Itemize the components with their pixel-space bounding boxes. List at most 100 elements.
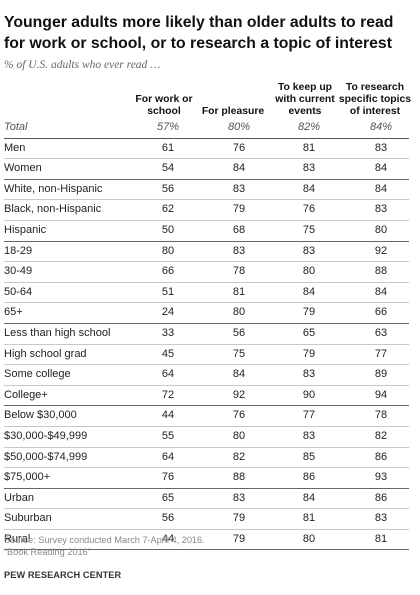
column-header-line: of interest	[349, 106, 401, 117]
column-header-line: To research	[345, 82, 405, 93]
table-row: College+ 72 92 90 94	[4, 386, 409, 407]
data-value: 56	[161, 182, 175, 195]
data-value: 88	[374, 265, 388, 278]
data-value: 86	[374, 491, 388, 504]
column-header-line: To keep up	[277, 82, 333, 93]
table-row: White, non-Hispanic 56 83 84 84	[4, 180, 409, 201]
row-label: $75,000+	[4, 471, 51, 484]
data-value: 79	[232, 532, 246, 545]
data-value: 76	[161, 471, 175, 484]
table-row: 65+ 24 80 79 66	[4, 303, 409, 324]
table-row: Suburban 56 79 81 83	[4, 509, 409, 530]
data-value: 84	[302, 285, 316, 298]
data-value: 82%	[297, 121, 321, 133]
table-row: Some college 64 84 83 89	[4, 365, 409, 386]
row-label: 65+	[4, 306, 23, 319]
source-note: Source: Survey conducted March 7-April 4…	[4, 535, 205, 545]
data-value: 83	[302, 368, 316, 381]
data-value: 76	[302, 203, 316, 216]
data-value: 80	[302, 532, 316, 545]
data-value: 79	[302, 347, 316, 360]
column-header-line: events	[288, 106, 322, 117]
row-label: Urban	[4, 491, 34, 504]
row-label: Below $30,000	[4, 409, 77, 422]
row-label: 18-29	[4, 244, 33, 257]
data-value: 79	[302, 306, 316, 319]
data-value: 54	[161, 162, 175, 175]
data-value: 92	[232, 388, 246, 401]
row-label: Hispanic	[4, 223, 47, 236]
data-value: 51	[161, 285, 175, 298]
row-label: 30-49	[4, 265, 33, 278]
data-value: 78	[374, 409, 388, 422]
data-value: 81	[374, 532, 388, 545]
data-value: 84	[232, 162, 246, 175]
data-value: 81	[232, 285, 246, 298]
table-row: $30,000-$49,999 55 80 83 82	[4, 427, 409, 448]
data-value: 56	[232, 326, 246, 339]
data-value: 72	[161, 388, 175, 401]
data-value: 88	[232, 471, 246, 484]
row-label: Total	[4, 121, 28, 133]
data-value: 82	[374, 429, 388, 442]
data-value: 77	[302, 409, 316, 422]
data-value: 86	[374, 450, 388, 463]
data-value: 76	[232, 141, 246, 154]
data-value: 92	[374, 244, 388, 257]
data-value: 44	[161, 532, 175, 545]
data-value: 81	[302, 141, 316, 154]
column-header-line: with current	[275, 94, 335, 105]
data-value: 61	[161, 141, 175, 154]
row-label: 50-64	[4, 285, 33, 298]
data-value: 63	[374, 326, 388, 339]
data-value: 84	[374, 162, 388, 175]
row-label: Women	[4, 162, 42, 175]
data-value: 80%	[227, 121, 251, 133]
data-value: 84	[374, 285, 388, 298]
data-value: 55	[161, 429, 175, 442]
data-value: 80	[302, 265, 316, 278]
column-header: To keep up with current events	[267, 82, 343, 118]
column-header: For pleasure	[195, 106, 271, 118]
data-value: 81	[302, 512, 316, 525]
data-value: 83	[374, 512, 388, 525]
data-value: 76	[232, 409, 246, 422]
data-value: 64	[161, 368, 175, 381]
data-value: 78	[232, 265, 246, 278]
data-value: 83	[302, 429, 316, 442]
data-value: 68	[232, 223, 246, 236]
column-header: To research specific topics of interest	[334, 82, 416, 118]
data-value: 84	[302, 491, 316, 504]
table-row: 30-49 66 78 80 88	[4, 262, 409, 283]
data-value: 50	[161, 223, 175, 236]
row-label: Black, non-Hispanic	[4, 203, 102, 216]
data-value: 86	[302, 471, 316, 484]
data-value: 65	[302, 326, 316, 339]
data-value: 79	[232, 203, 246, 216]
data-value: 83	[232, 182, 246, 195]
column-header-line: For work or	[135, 94, 193, 105]
data-value: 83	[302, 162, 316, 175]
data-value: 84	[302, 182, 316, 195]
data-value: 83	[232, 491, 246, 504]
row-label: Suburban	[4, 512, 52, 525]
table-row: Men 61 76 81 83	[4, 139, 409, 160]
data-value: 24	[161, 306, 175, 319]
data-value: 90	[302, 388, 316, 401]
table-row: $50,000-$74,999 64 82 85 86	[4, 448, 409, 469]
data-value: 80	[232, 429, 246, 442]
data-value: 94	[374, 388, 388, 401]
chart-subtitle: % of U.S. adults who ever read …	[4, 59, 161, 71]
table-row: 18-29 80 83 83 92	[4, 242, 409, 263]
row-label: Some college	[4, 368, 71, 381]
table-row: High school grad 45 75 79 77	[4, 345, 409, 366]
column-header-line: specific topics	[338, 94, 412, 105]
chart-title: Younger adults more likely than older ad…	[4, 14, 394, 52]
data-value: 83	[232, 244, 246, 257]
table-row: Women 54 84 83 84	[4, 159, 409, 180]
table-row: Urban 65 83 84 86	[4, 489, 409, 510]
row-label: Less than high school	[4, 326, 111, 339]
data-value: 85	[302, 450, 316, 463]
data-value: 56	[161, 512, 175, 525]
